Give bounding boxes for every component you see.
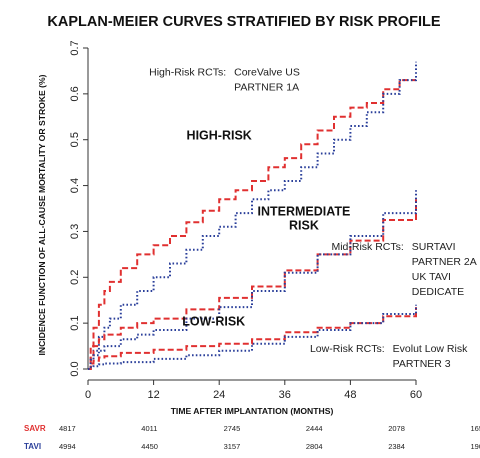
x-tick-label: 0 (85, 389, 91, 401)
annotation-lead-high: High-Risk RCTs: (149, 67, 226, 79)
y-tick-label: 0.7 (69, 40, 81, 55)
numbers-at-risk-table: SAVR 4817 4011 2745 2444 2078 1659 TAVI 4994 4450… (24, 424, 480, 451)
x-tick-label: 12 (147, 389, 159, 401)
y-tick-label: 0.4 (69, 178, 81, 193)
y-tick-label: 0.0 (69, 361, 81, 376)
annotation-trial-low: Evolut Low Risk (393, 343, 468, 355)
at-risk-value-savr: 1659 (471, 424, 480, 433)
y-tick-label: 0.1 (69, 315, 81, 330)
y-axis-label: INCIDENCE FUNCTION OF ALL-CAUSE MORTALIT… (37, 74, 47, 355)
x-axis-label: TIME AFTER IMPLANTATION (MONTHS) (171, 406, 334, 416)
series-line-tavi-low (88, 304, 417, 370)
y-tick-label: 0.2 (69, 270, 81, 285)
annotation-trial-high: PARTNER 1A (234, 82, 299, 94)
at-risk-value-savr: 2745 (224, 424, 241, 433)
annotation-trial-mid: DEDICATE (412, 286, 464, 298)
at-risk-value-savr: 4817 (59, 424, 76, 433)
at-risk-value-tavi: 4450 (141, 442, 158, 451)
annotation-lead-mid: Mid-Risk RCTs: (331, 241, 403, 253)
risk-label-low: LOW-RISK (182, 314, 245, 328)
at-risk-value-savr: 2078 (388, 424, 405, 433)
at-risk-value-tavi: 3157 (224, 442, 241, 451)
axes: 0.0 0.1 0.2 0.3 0.4 0.5 0.6 0.7 0 12 24 36 48 60 (69, 40, 422, 401)
y-tick-label: 0.6 (69, 86, 81, 101)
at-risk-value-tavi: 4994 (59, 442, 76, 451)
at-risk-row-label-savr: SAVR (24, 424, 46, 433)
annotation-trial-mid: UK TAVI (412, 271, 451, 283)
chart-title: KAPLAN-MEIER CURVES STRATIFIED BY RISK P… (47, 14, 440, 30)
annotation-trial-mid: PARTNER 2A (412, 256, 477, 268)
annotation-trial-mid: SURTAVI (412, 241, 456, 253)
x-tick-label: 36 (279, 389, 291, 401)
series-line-tavi-intermediate (88, 190, 417, 370)
at-risk-value-savr: 2444 (306, 424, 323, 433)
x-tick-label: 48 (344, 389, 356, 401)
series-line-tavi-high (88, 61, 417, 370)
annotation-trial-high: CoreValve US (234, 67, 300, 79)
series-line-savr-low (88, 307, 417, 370)
x-tick-label: 24 (213, 389, 225, 401)
risk-label-intermediate: INTERMEDIATE (258, 204, 351, 218)
at-risk-value-tavi: 2384 (388, 442, 405, 451)
at-risk-value-tavi: 1900 (471, 442, 480, 451)
series-line-savr-high (88, 79, 416, 370)
risk-label-intermediate: RISK (289, 218, 319, 232)
trial-annotations: High-Risk RCTs: CoreValve US PARTNER 1A Mid… (149, 67, 477, 371)
y-tick-label: 0.5 (69, 132, 81, 147)
x-tick-label: 60 (410, 389, 422, 401)
annotation-trial-low: PARTNER 3 (393, 358, 451, 370)
risk-label-high: HIGH-RISK (187, 129, 252, 143)
annotation-lead-low: Low-Risk RCTs: (310, 343, 385, 355)
at-risk-row-label-tavi: TAVI (24, 442, 41, 451)
at-risk-value-savr: 4011 (141, 424, 157, 433)
y-tick-label: 0.3 (69, 224, 81, 239)
curves (88, 61, 417, 370)
at-risk-value-tavi: 2804 (306, 442, 323, 451)
